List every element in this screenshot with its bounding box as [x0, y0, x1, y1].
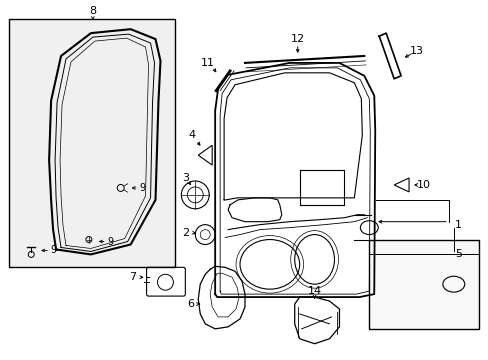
Text: 1: 1	[454, 220, 461, 230]
Text: 9: 9	[139, 183, 145, 193]
Text: 3: 3	[182, 173, 188, 183]
Text: 7: 7	[129, 272, 136, 282]
Text: 4: 4	[188, 130, 196, 140]
Text: 2: 2	[182, 228, 188, 238]
Text: 9: 9	[107, 237, 114, 247]
Bar	[368, 239, 478, 329]
Text: 12: 12	[290, 34, 304, 44]
Text: 14: 14	[307, 286, 321, 296]
Text: 8: 8	[89, 6, 96, 16]
Bar	[9, 19, 175, 267]
Text: 9: 9	[50, 246, 56, 256]
Text: 5: 5	[454, 249, 461, 260]
Text: 10: 10	[416, 180, 430, 190]
Text: 6: 6	[186, 299, 193, 309]
Text: 11: 11	[201, 58, 215, 68]
Text: 13: 13	[409, 46, 423, 56]
